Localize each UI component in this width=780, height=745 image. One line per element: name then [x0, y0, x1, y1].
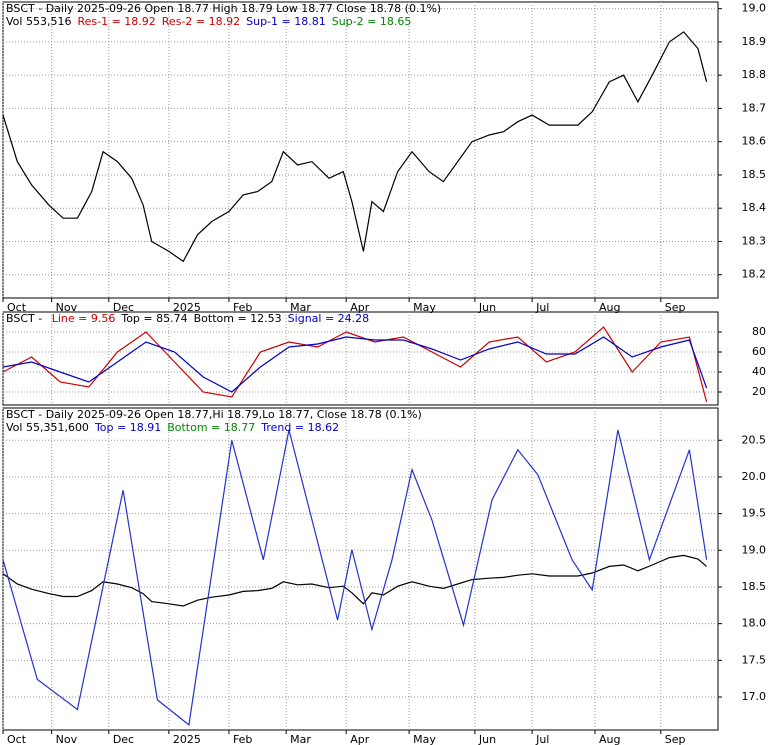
x-tick-label: Jun: [478, 301, 496, 314]
x-tick-label: Jul: [535, 733, 549, 745]
x-tick-label: Sep: [665, 733, 686, 745]
header-item: Top = 18.91: [94, 421, 161, 434]
y-tick-label: 18.5: [742, 580, 767, 593]
series-line: [2, 336, 708, 393]
y-tick-label: 17.0: [742, 690, 767, 703]
y-tick-label: 20.0: [742, 470, 767, 483]
y-tick-label: 18.0: [742, 617, 767, 630]
y-tick-label: 19.0: [742, 2, 767, 15]
header-item: Bottom = 12.53: [194, 312, 282, 325]
header-text: BSCT - Line = 9.56 Top = 85.74 Bottom = 12…: [6, 312, 369, 325]
header-text: BSCT - Daily 2025-09-26 Open 18.77,Hi 18…: [6, 408, 422, 421]
header-item: Vol 55,351,600: [6, 421, 89, 434]
x-tick-label: Sep: [665, 301, 686, 314]
y-tick-label: 60: [752, 345, 766, 358]
y-tick-label: 20.5: [742, 433, 767, 446]
x-tick-label: 2025: [173, 733, 201, 745]
header-text: BSCT - Daily 2025-09-26 Open 18.77 High …: [6, 2, 441, 15]
header-item: BSCT - Daily 2025-09-26 Open 18.77 High …: [6, 2, 441, 15]
y-tick-label: 20: [752, 385, 766, 398]
panel-frame: [2, 1, 719, 299]
x-tick-label: Feb: [233, 733, 252, 745]
x-tick-label: Mar: [290, 301, 311, 314]
series-line: [2, 429, 708, 727]
header-item: Top = 85.74: [120, 312, 187, 325]
header-item: BSCT - Daily 2025-09-26 Open 18.77,Hi 18…: [6, 408, 422, 421]
series-line: [2, 326, 708, 403]
x-tick-label: May: [413, 301, 436, 314]
x-tick-label: 2025: [173, 301, 201, 314]
header-item: BSCT -: [6, 312, 46, 325]
y-tick-label: 18.7: [742, 101, 767, 114]
header-item: Res-1 = 18.92: [77, 15, 155, 28]
x-tick-label: Apr: [350, 301, 370, 314]
y-tick-label: 18.2: [742, 268, 767, 281]
x-tick-label: Jun: [478, 733, 496, 745]
x-tick-label: Dec: [113, 733, 134, 745]
y-tick-label: 18.5: [742, 168, 767, 181]
x-tick-label: Oct: [7, 733, 27, 745]
x-tick-label: May: [413, 733, 436, 745]
panel-frame: [2, 311, 719, 406]
price-line: [2, 554, 707, 607]
y-tick-label: 40: [752, 365, 766, 378]
y-tick-label: 80: [752, 325, 766, 338]
y-tick-label: 19.5: [742, 507, 767, 520]
x-tick-label: Aug: [599, 733, 620, 745]
x-tick-label: Nov: [56, 733, 78, 745]
header-item: Res-2 = 18.92: [162, 15, 240, 28]
header-text: Vol 553,516 Res-1 = 18.92 Res-2 = 18.92 Sup…: [6, 15, 411, 28]
header-item: Vol 553,516: [6, 15, 71, 28]
x-tick-label: Feb: [233, 301, 252, 314]
header-item: Sup-1 = 18.81: [246, 15, 326, 28]
y-tick-label: 18.8: [742, 68, 767, 81]
header-item: Bottom = 18.77: [167, 421, 255, 434]
series-line: [2, 31, 708, 263]
x-tick-label: Jul: [535, 301, 549, 314]
header-text: Vol 55,351,600 Top = 18.91 Bottom = 18.77 T…: [6, 421, 339, 434]
x-tick-label: Mar: [290, 733, 311, 745]
y-tick-label: 19.0: [742, 543, 767, 556]
y-tick-label: 18.9: [742, 35, 767, 48]
header-item: Sup-2 = 18.65: [332, 15, 412, 28]
header-item: Line = 9.56: [52, 312, 116, 325]
x-tick-label: Oct: [7, 301, 27, 314]
x-tick-label: Apr: [350, 733, 370, 745]
header-item: Signal = 24.28: [288, 312, 370, 325]
panel-frame: [2, 407, 719, 731]
x-tick-label: Aug: [599, 301, 620, 314]
header-item: Trend = 18.62: [260, 421, 339, 434]
x-tick-label: Dec: [113, 301, 134, 314]
y-tick-label: 18.6: [742, 135, 767, 148]
x-tick-label: Nov: [56, 301, 78, 314]
y-tick-label: 18.3: [742, 234, 767, 247]
y-tick-label: 17.5: [742, 653, 767, 666]
y-tick-label: 18.4: [742, 201, 767, 214]
